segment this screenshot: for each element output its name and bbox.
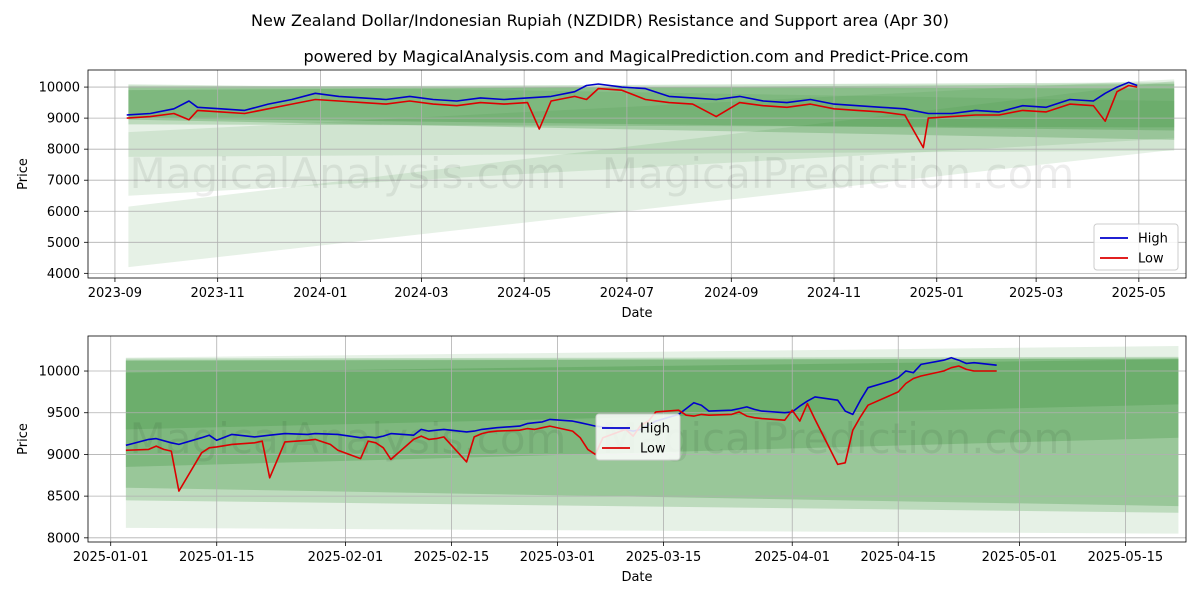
x-tick-label: 2025-01 [910, 286, 964, 301]
watermark: MagicalAnalysis.com [130, 414, 567, 463]
y-tick-label: 10000 [39, 81, 80, 96]
x-tick-label: 2025-04-15 [860, 550, 936, 565]
x-tick-label: 2025-05-01 [982, 550, 1058, 565]
x-tick-label: 2024-05 [497, 286, 551, 301]
y-tick-label: 6000 [47, 205, 80, 220]
chart-title: New Zealand Dollar/Indonesian Rupiah (NZ… [251, 11, 949, 30]
x-tick-label: 2024-11 [807, 286, 861, 301]
bottom-chart-panel: 2025-01-01 2025-01-15 2025-02-01 2025-02-15… [16, 335, 1187, 585]
band-area [128, 82, 1175, 128]
x-tick-label: 2025-02-15 [414, 550, 490, 565]
grid: 2025-01-01 2025-01-15 2025-02-01 2025-02-15… [39, 336, 1186, 565]
y-tick-label: 8000 [47, 531, 80, 546]
legend: High Low [595, 413, 681, 461]
band-area [128, 79, 1175, 196]
x-axis-label: Date [621, 306, 652, 321]
band-area [125, 359, 1179, 467]
y-axis-label: Price [16, 423, 31, 455]
x-tick-label: 2025-01-01 [73, 550, 149, 565]
x-tick-label: 2025-03-15 [626, 550, 702, 565]
band-area [128, 83, 1175, 131]
grid: 2023-09 2023-11 2024-01 2024-03 2024-05 2024-… [39, 70, 1186, 301]
chart-subtitle: powered by MagicalAnalysis.com and Magic… [303, 47, 968, 66]
plot-frame [87, 69, 1187, 279]
x-tick-label: 2025-05 [1112, 286, 1166, 301]
y-tick-label: 8500 [47, 490, 80, 505]
band-area [125, 358, 1179, 430]
y-tick-label: 5000 [47, 236, 80, 251]
x-tick-label: 2024-03 [394, 286, 448, 301]
plot-frame [87, 335, 1187, 543]
top-chart-panel: 2023-09 2023-11 2024-01 2024-03 2024-05 2024-… [16, 69, 1187, 321]
x-tick-label: 2025-02-01 [308, 550, 384, 565]
y-tick-label: 9000 [47, 112, 80, 127]
watermark: MagicalPrediction.com [602, 149, 1075, 198]
y-tick-label: 4000 [47, 267, 80, 282]
legend-label-high: High [1138, 232, 1168, 247]
series-line-high [126, 81, 1138, 116]
band-area [128, 83, 1175, 157]
y-tick-label: 10000 [39, 365, 80, 380]
x-tick-label: 2024-01 [293, 286, 347, 301]
x-tick-label: 2023-11 [191, 286, 245, 301]
legend-label-high: High [640, 422, 670, 437]
y-tick-label: 7000 [47, 174, 80, 189]
y-axis-label: Price [16, 158, 31, 190]
x-tick-label: 2025-04-01 [754, 550, 830, 565]
x-axis-label: Date [621, 570, 652, 585]
legend-label-low: Low [1138, 252, 1164, 267]
series-line-low [125, 365, 997, 492]
y-tick-label: 9000 [47, 448, 80, 463]
x-tick-label: 2025-05-15 [1088, 550, 1164, 565]
y-tick-label: 9500 [47, 406, 80, 421]
x-tick-label: 2025-03 [1009, 286, 1063, 301]
legend: High Low [1093, 223, 1179, 271]
x-tick-label: 2025-01-15 [179, 550, 255, 565]
y-tick-label: 8000 [47, 143, 80, 158]
series-line-low [126, 84, 1138, 149]
x-tick-label: 2023-09 [88, 286, 142, 301]
series-line-high [125, 356, 997, 447]
x-tick-label: 2024-09 [704, 286, 758, 301]
x-tick-label: 2024-07 [600, 286, 654, 301]
legend-label-low: Low [640, 442, 666, 457]
x-tick-label: 2025-03-01 [520, 550, 596, 565]
watermark: MagicalAnalysis.com [130, 149, 567, 198]
